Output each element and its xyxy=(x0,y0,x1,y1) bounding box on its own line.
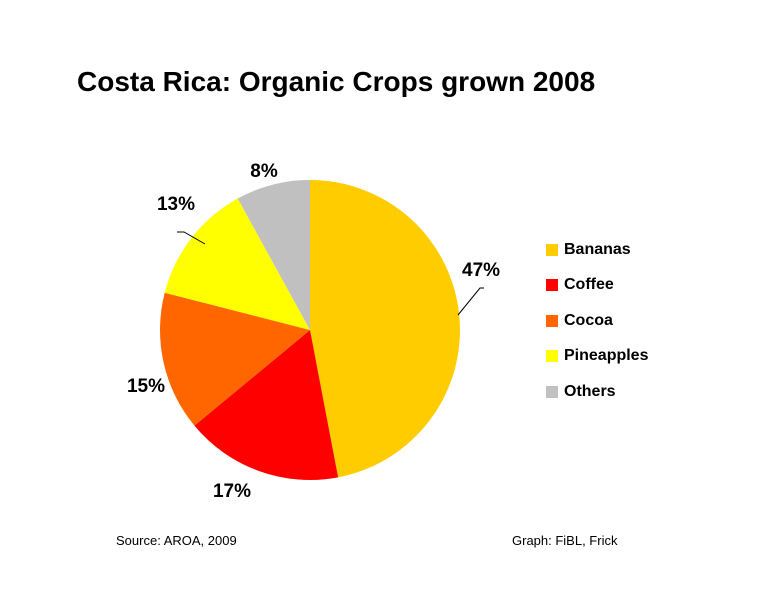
legend-item-others: Others xyxy=(546,374,648,410)
slice-others xyxy=(237,180,310,330)
legend-label-cocoa: Cocoa xyxy=(564,311,613,329)
legend-item-coffee: Coffee xyxy=(546,268,648,304)
legend-item-pineapples: Pineapples xyxy=(546,339,648,375)
graph-credit: Graph: FiBL, Frick xyxy=(512,533,618,548)
pie-slices xyxy=(159,180,460,480)
legend-label-coffee: Coffee xyxy=(564,276,614,294)
slice-labels: 47% 17% 15% 13% 8% xyxy=(127,161,500,502)
legend-label-pineapples: Pineapples xyxy=(564,347,649,365)
data-label-cocoa: 15% xyxy=(127,376,165,397)
legend-item-bananas: Bananas xyxy=(546,232,648,268)
leader-line-bananas xyxy=(457,287,484,316)
legend-swatch-cocoa xyxy=(546,314,558,327)
legend-label-bananas: Bananas xyxy=(564,240,631,258)
data-label-pineapples: 13% xyxy=(157,194,195,215)
slice-bananas xyxy=(310,180,460,478)
slice-coffee xyxy=(194,330,339,480)
leader-line-pineapples xyxy=(177,231,206,245)
legend-swatch-others xyxy=(546,385,558,398)
slice-pineapples xyxy=(164,198,310,330)
legend-swatch-bananas xyxy=(546,243,558,256)
chart-title: Costa Rica: Organic Crops grown 2008 xyxy=(77,66,596,97)
legend-item-cocoa: Cocoa xyxy=(546,303,648,339)
legend-swatch-pineapples xyxy=(546,350,558,363)
legend-label-others: Others xyxy=(564,382,616,400)
slice-cocoa xyxy=(159,292,310,426)
data-label-bananas: 47% xyxy=(462,260,500,281)
source-note: Source: AROA, 2009 xyxy=(116,533,237,548)
data-label-coffee: 17% xyxy=(213,481,251,502)
data-label-others: 8% xyxy=(250,161,278,182)
legend: Bananas Coffee Cocoa Pineapples Others xyxy=(546,232,648,410)
legend-swatch-coffee xyxy=(546,279,558,292)
